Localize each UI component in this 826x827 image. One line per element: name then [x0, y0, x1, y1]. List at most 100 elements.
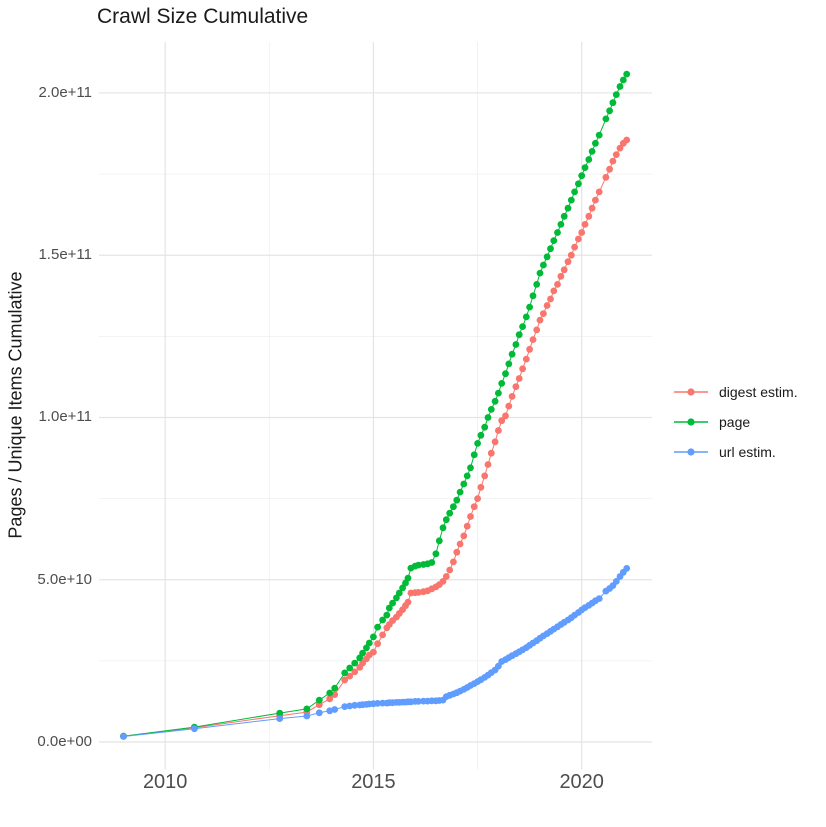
data-point	[435, 537, 443, 545]
data-point	[399, 584, 406, 592]
data-point	[439, 578, 447, 585]
data-point	[370, 648, 377, 656]
data-point	[370, 633, 377, 641]
data-point	[533, 281, 541, 288]
data-point	[383, 611, 391, 619]
data-point	[540, 261, 547, 269]
data-point	[474, 440, 481, 447]
legend-item-label: page	[719, 414, 751, 430]
data-point	[609, 99, 617, 107]
data-point	[467, 513, 474, 520]
legend-item-label: url estim.	[719, 444, 776, 460]
data-point	[512, 383, 520, 391]
data-point	[540, 310, 547, 317]
data-point	[477, 483, 485, 491]
data-point	[442, 573, 450, 580]
data-point	[484, 414, 492, 421]
data-point	[460, 532, 468, 540]
data-point	[588, 204, 596, 212]
data-point	[515, 331, 523, 339]
data-point	[460, 480, 468, 488]
data-point	[393, 594, 400, 602]
legend: digest estim. page url estim.	[672, 377, 798, 467]
data-point	[508, 393, 516, 400]
data-point	[303, 705, 311, 713]
legend-key-icon	[674, 418, 708, 426]
data-point	[415, 561, 422, 569]
data-point	[326, 695, 334, 703]
data-point	[543, 302, 551, 309]
data-point	[533, 326, 541, 334]
data-point	[560, 266, 568, 274]
data-point	[595, 595, 603, 602]
data-point	[346, 702, 354, 710]
data-point	[612, 578, 620, 585]
data-point	[515, 375, 523, 382]
data-point	[404, 574, 412, 582]
data-point	[547, 245, 554, 253]
data-point	[341, 676, 349, 684]
data-point	[557, 272, 565, 280]
y-axis-tick-labels: 0.0e+00 5.0e+10 1.0e+11 1.5e+11 2.0e+11	[0, 0, 92, 827]
data-point	[595, 188, 603, 196]
data-point	[519, 323, 526, 330]
data-point	[564, 204, 572, 212]
data-point	[385, 604, 393, 612]
data-point	[484, 461, 492, 468]
data-point	[331, 684, 339, 692]
data-point	[470, 503, 478, 511]
data-point	[592, 196, 599, 204]
y-tick-label: 1.0e+11	[38, 408, 92, 426]
data-point	[374, 640, 381, 648]
data-point	[303, 712, 311, 720]
data-point	[428, 559, 436, 566]
x-tick-label: 2010	[142, 771, 188, 793]
data-point	[529, 292, 537, 300]
data-point	[550, 237, 558, 245]
data-point	[623, 70, 631, 78]
data-point	[567, 196, 575, 204]
data-point	[374, 623, 381, 631]
data-point	[550, 287, 558, 295]
legend-key-icon	[674, 388, 708, 396]
data-point	[432, 550, 440, 558]
data-point	[315, 696, 323, 704]
data-point	[567, 251, 575, 259]
data-point	[498, 417, 506, 425]
data-point	[331, 706, 339, 713]
data-point	[491, 397, 499, 405]
data-point	[120, 733, 127, 740]
data-point	[554, 229, 561, 236]
data-point	[508, 350, 516, 358]
data-point	[526, 345, 533, 353]
data-point	[374, 700, 381, 707]
data-point	[389, 599, 396, 607]
data-point	[502, 370, 509, 378]
data-point	[491, 438, 499, 446]
data-point	[554, 281, 561, 288]
data-point	[341, 669, 349, 677]
data-point	[564, 258, 572, 266]
data-point	[588, 148, 596, 155]
data-point	[446, 509, 454, 517]
data-point	[575, 180, 582, 188]
data-point	[351, 659, 359, 667]
y-tick-label: 5.0e+10	[37, 570, 92, 588]
data-point	[536, 269, 544, 277]
legend-item: digest estim.	[672, 377, 798, 407]
data-point	[481, 423, 489, 431]
data-point	[602, 115, 610, 123]
legend-key-icon	[674, 448, 708, 456]
data-point	[346, 672, 354, 680]
data-point	[463, 472, 471, 480]
data-point	[379, 616, 386, 624]
data-point	[575, 235, 582, 243]
data-point	[623, 565, 631, 572]
data-point	[276, 715, 284, 722]
data-point	[557, 221, 565, 228]
data-point	[606, 107, 613, 115]
data-point	[502, 412, 509, 420]
y-tick-label: 0.0e+00	[37, 733, 92, 750]
data-point	[439, 524, 447, 532]
